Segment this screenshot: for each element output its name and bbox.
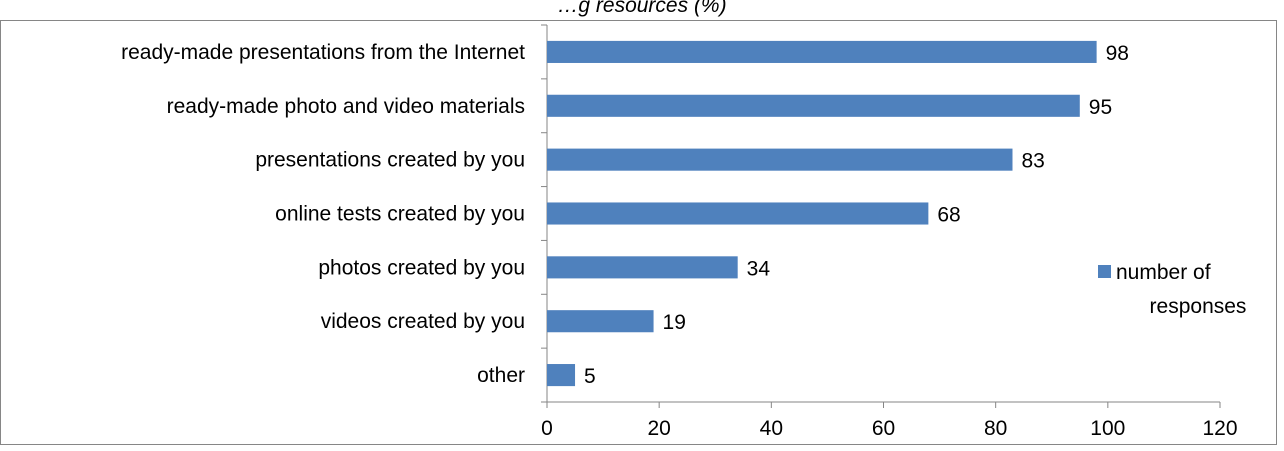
legend: number of responses: [1098, 261, 1246, 318]
category-label: presentations created by you: [255, 149, 525, 172]
bar: [547, 148, 1013, 171]
category-label: other: [477, 364, 525, 387]
category-label: photos created by you: [318, 256, 525, 279]
x-tick-label: 100: [1090, 417, 1125, 440]
bar: [547, 40, 1097, 63]
x-tick-label: 120: [1202, 417, 1237, 440]
x-tick-label: 0: [541, 417, 553, 440]
chart-title: …g resources (%): [557, 0, 726, 17]
plot-area: 0 20 40 60 80 100 120 ready-made presentations …: [121, 24, 1238, 440]
category-label: online tests created by you: [275, 203, 525, 226]
legend-swatch: [1098, 265, 1111, 278]
data-label: 95: [1089, 96, 1112, 119]
category-label: ready-made photo and video materials: [167, 95, 525, 118]
data-label: 34: [747, 257, 771, 280]
x-tick-label: 60: [872, 417, 895, 440]
data-label: 83: [1021, 150, 1044, 173]
category-label: videos created by you: [321, 310, 525, 333]
x-tick-label: 40: [760, 417, 783, 440]
data-label: 19: [663, 311, 686, 334]
bar: [547, 94, 1080, 117]
data-label: 5: [584, 365, 596, 388]
bar: [547, 256, 738, 279]
category-label: ready-made presentations from the Intern…: [121, 41, 525, 64]
bar: [547, 202, 929, 225]
legend-label-continued: responses: [1150, 295, 1247, 318]
data-label: 68: [937, 204, 960, 227]
chart-frame: [0, 20, 1277, 445]
legend-label: number of: [1116, 261, 1211, 284]
x-tick-label: 20: [647, 417, 670, 440]
bar: [547, 310, 654, 333]
data-label: 98: [1106, 42, 1129, 65]
bar: [547, 364, 576, 387]
x-tick-label: 80: [984, 417, 1007, 440]
